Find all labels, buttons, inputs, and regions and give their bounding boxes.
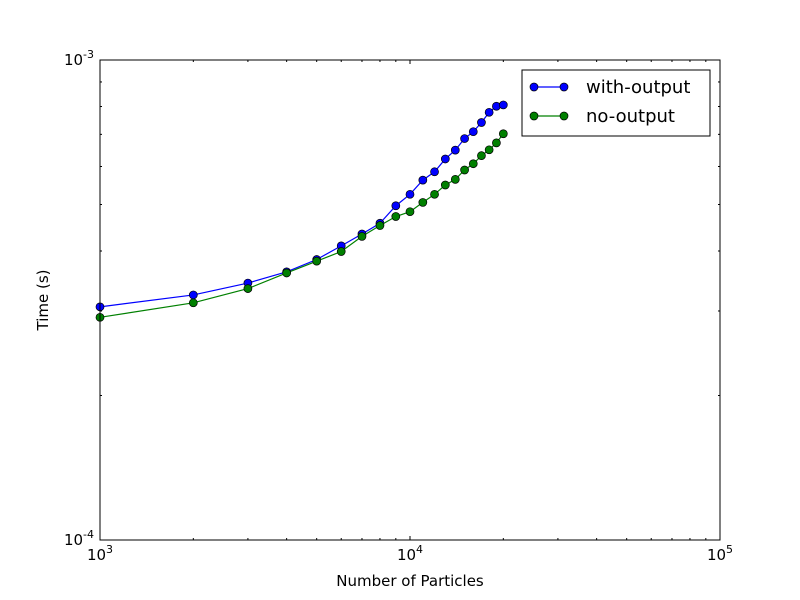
y-tick-label: 10-4 bbox=[64, 528, 94, 549]
data-point-with-output bbox=[391, 201, 401, 211]
y-tick-label: 10-3 bbox=[64, 48, 94, 69]
data-point-with-output bbox=[484, 107, 494, 117]
data-point-no-output bbox=[430, 189, 439, 199]
legend-marker-no-output bbox=[559, 111, 569, 121]
data-point-no-output bbox=[188, 298, 198, 308]
legend-label-no-output: no-output bbox=[586, 106, 675, 127]
y-axis-label: Time (s) bbox=[34, 270, 52, 332]
data-point-no-output bbox=[440, 180, 450, 190]
data-point-no-output bbox=[450, 175, 460, 184]
x-tick-label: 105 bbox=[707, 543, 733, 564]
data-point-no-output bbox=[418, 198, 428, 207]
data-point-no-output bbox=[405, 207, 415, 217]
data-point-no-output bbox=[391, 212, 401, 221]
data-point-with-output bbox=[418, 175, 428, 185]
data-point-no-output bbox=[375, 221, 385, 230]
axes-layer: 103 104 105 10-4 10-3 bbox=[64, 48, 733, 564]
data-point-no-output bbox=[312, 256, 322, 266]
data-point-with-output bbox=[477, 118, 486, 127]
legend: with-output no-output bbox=[521, 69, 711, 137]
data-point-no-output bbox=[460, 165, 469, 175]
data-point-no-output bbox=[484, 145, 494, 155]
data-point-with-output bbox=[440, 154, 450, 164]
data-point-with-output bbox=[468, 127, 478, 137]
legend-box bbox=[521, 69, 711, 137]
data-point-no-output bbox=[243, 284, 253, 293]
data-point-with-output bbox=[460, 134, 469, 143]
data-point-with-output bbox=[430, 167, 439, 177]
data-point-no-output bbox=[477, 151, 486, 161]
data-point-with-output bbox=[450, 145, 460, 155]
x-tick-label: 103 bbox=[87, 543, 113, 564]
data-point-with-output bbox=[188, 290, 198, 300]
x-tick-label: 104 bbox=[397, 543, 423, 564]
data-point-with-output bbox=[405, 189, 415, 199]
data-point-no-output bbox=[357, 232, 367, 241]
legend-marker-with-output bbox=[529, 82, 539, 92]
data-point-no-output bbox=[492, 138, 501, 148]
data-point-no-output bbox=[282, 268, 291, 278]
data-point-no-output bbox=[336, 247, 346, 256]
data-point-with-output bbox=[498, 100, 508, 110]
data-point-no-output bbox=[468, 159, 478, 169]
series-layer bbox=[95, 100, 508, 322]
data-point-no-output bbox=[498, 129, 508, 139]
legend-marker-no-output bbox=[529, 111, 539, 121]
legend-label-with-output: with-output bbox=[586, 77, 690, 98]
x-axis-label: Number of Particles bbox=[336, 572, 484, 590]
legend-marker-with-output bbox=[559, 82, 569, 92]
